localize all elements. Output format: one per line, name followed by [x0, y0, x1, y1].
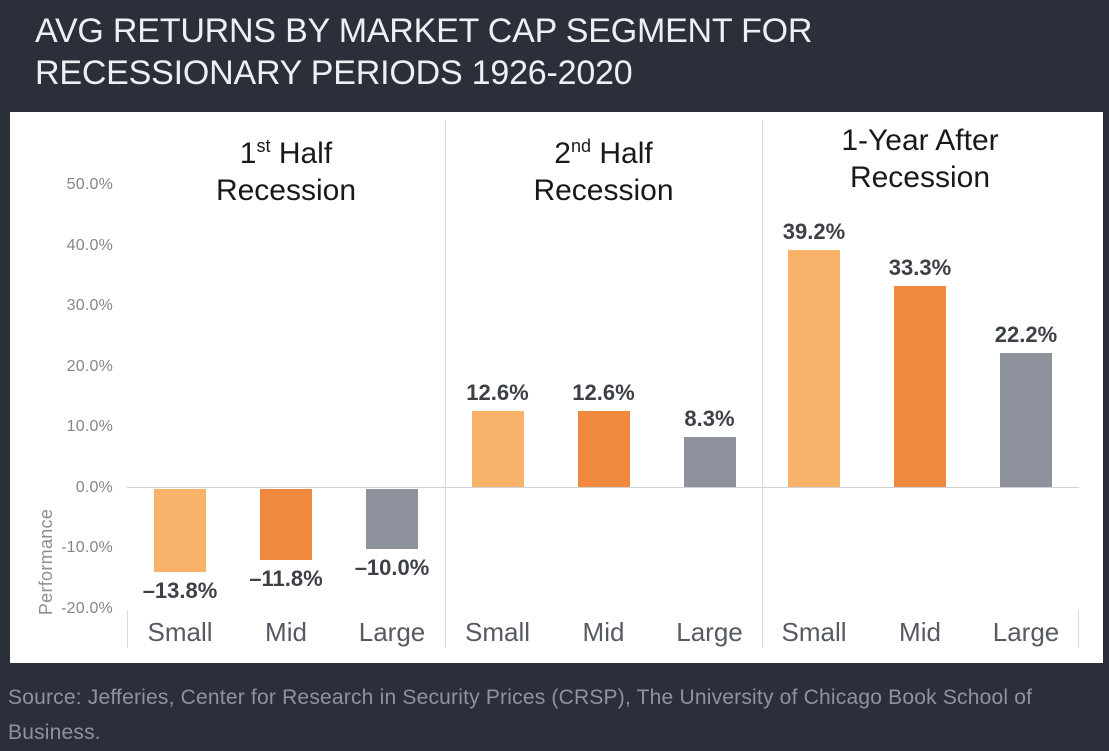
- category-label: Large: [358, 617, 426, 647]
- category-label: Small: [147, 617, 213, 647]
- y-tick-label: 20.0%: [66, 357, 113, 375]
- bar-value-label: –11.8%: [249, 565, 323, 591]
- bar-small-panel2: [471, 411, 524, 488]
- bar-large-panel3: [1000, 353, 1052, 488]
- category-label: Mid: [582, 617, 625, 647]
- category-label: Mid: [899, 617, 941, 647]
- bar-value-label: 33.3%: [888, 255, 952, 281]
- bar-large-panel1: [366, 488, 418, 549]
- panel-title: 1st Half Recession: [215, 136, 357, 207]
- bar-small-panel1: [154, 488, 206, 572]
- y-tick-label: 50.0%: [66, 176, 113, 193]
- category-label: Mid: [265, 617, 307, 647]
- x-axis-edge-line: [1078, 610, 1079, 648]
- panel-divider: [445, 120, 446, 648]
- chart-main-title-line2: RECESSIONARY PERIODS 1926-2020: [35, 54, 633, 92]
- y-tick-label: -10.0%: [61, 539, 113, 556]
- bar-mid-panel2: [577, 411, 630, 488]
- bar-small-panel3: [788, 250, 840, 488]
- chart-main-title-line1: AVG RETURNS BY MARKET CAP SEGMENT FOR: [35, 12, 813, 50]
- bar-value-label: 8.3%: [684, 406, 735, 432]
- bar-mid-panel1: [260, 488, 312, 560]
- category-label: Small: [781, 617, 847, 647]
- zero-gridline: [127, 487, 1079, 488]
- category-label: Large: [992, 617, 1060, 647]
- bar-value-label: –13.8%: [142, 577, 218, 603]
- bar-large-panel2: [683, 437, 736, 488]
- y-tick-label: 40.0%: [66, 236, 113, 254]
- y-tick-label: 30.0%: [66, 297, 113, 314]
- x-axis-edge-line: [127, 610, 128, 648]
- y-tick-label: 10.0%: [66, 418, 113, 435]
- panel-title: 2nd Half Recession: [533, 136, 674, 207]
- bar-value-label: 39.2%: [782, 219, 846, 245]
- panel-divider: [762, 120, 763, 648]
- bar-value-label: –10.0%: [354, 555, 430, 580]
- source-note-line2: Business.: [8, 721, 101, 744]
- category-label: Small: [464, 617, 530, 647]
- chart-main-title: AVG RETURNS BY MARKET CAP SEGMENT FOR RE…: [35, 10, 1075, 94]
- chart-plot-card: Performance 50.0% 40.0% 30.0% 20.0% 10.0% 0.0…: [10, 112, 1103, 663]
- source-note-line1: Source: Jefferies, Center for Research i…: [8, 686, 1033, 709]
- category-label: Large: [676, 617, 743, 647]
- y-tick-label: 0.0%: [75, 478, 113, 496]
- bar-value-label: 12.6%: [572, 380, 635, 406]
- source-note: Source: Jefferies, Center for Research i…: [8, 680, 1088, 750]
- y-tick-label: -20.0%: [61, 599, 113, 617]
- bar-mid-panel3: [894, 286, 946, 488]
- bar-value-label: 12.6%: [466, 380, 529, 406]
- bar-value-label: 22.2%: [994, 322, 1058, 348]
- panel-title: 1-Year After Recession: [841, 124, 999, 194]
